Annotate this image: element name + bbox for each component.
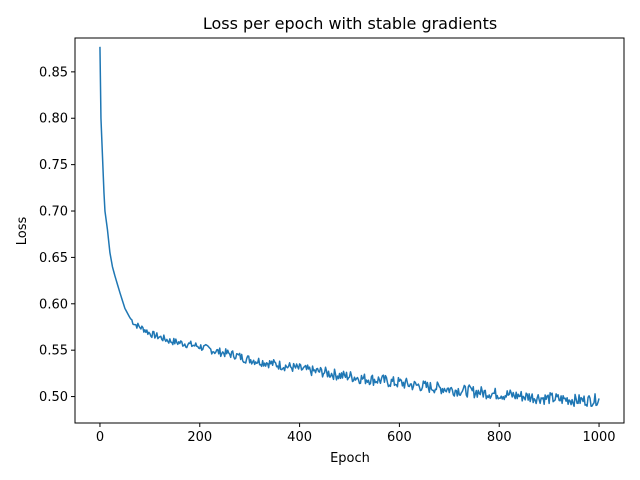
loss-series-line: [99, 46, 600, 408]
y-axis-label: Loss: [15, 217, 30, 246]
axes-frame: [74, 37, 625, 424]
y-axis: 0.50 0.55 0.60 0.65 0.70 0.75 0.80 0.85: [39, 65, 75, 405]
x-tick-label: 800: [487, 430, 512, 445]
y-tick-label: 0.80: [39, 112, 68, 127]
y-tick-label: 0.70: [39, 205, 68, 220]
y-tick-label: 0.55: [39, 344, 68, 359]
x-tick-label: 200: [187, 430, 212, 445]
y-tick-label: 0.60: [39, 297, 68, 312]
y-tick-label: 0.50: [39, 390, 68, 405]
x-axis-label: Epoch: [330, 451, 370, 466]
chart-title: Loss per epoch with stable gradients: [203, 14, 497, 33]
x-tick-label: 1000: [582, 430, 615, 445]
x-axis: 0 200 400 600 800 1000: [96, 423, 616, 445]
x-tick-label: 0: [96, 430, 104, 445]
plot-area: [99, 46, 600, 408]
y-tick-label: 0.65: [39, 251, 68, 266]
y-tick-label: 0.75: [39, 158, 68, 173]
x-tick-label: 400: [287, 430, 312, 445]
x-tick-label: 600: [387, 430, 412, 445]
y-tick-label: 0.85: [39, 65, 68, 80]
